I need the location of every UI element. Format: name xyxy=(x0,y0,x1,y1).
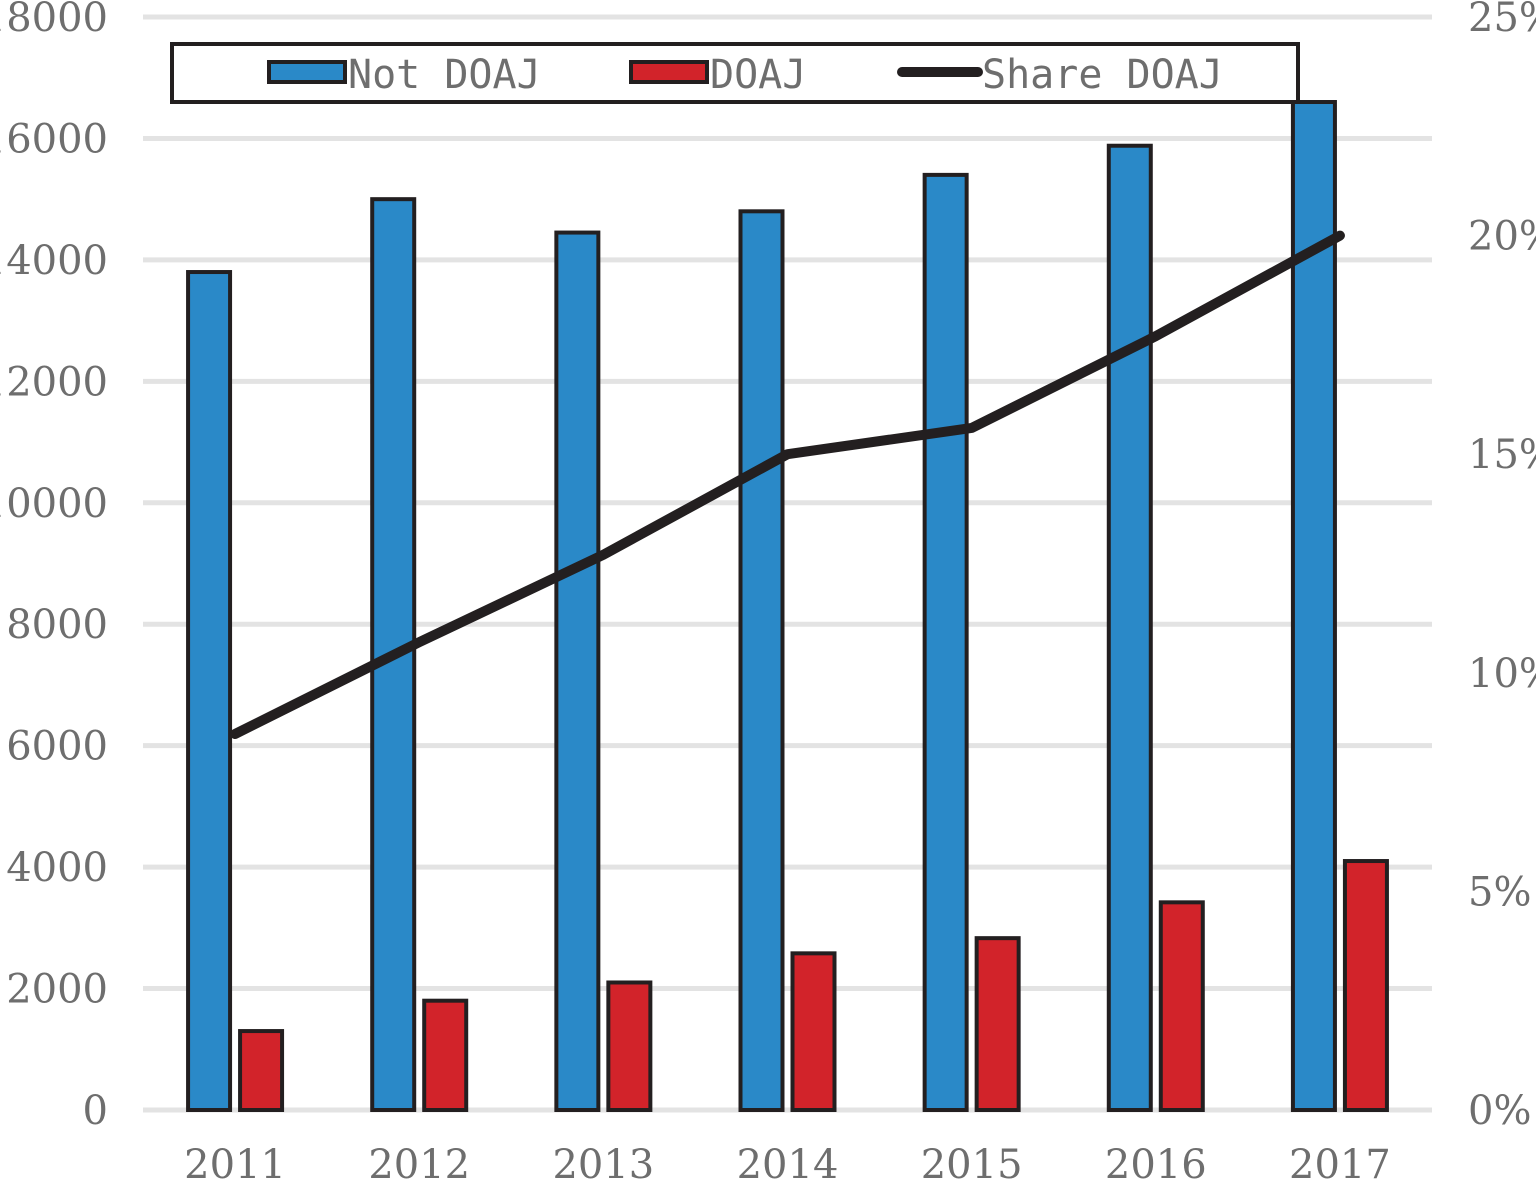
x-tick-label: 2015 xyxy=(921,1142,1023,1181)
legend-label-share-doaj: Share DOAJ xyxy=(982,52,1223,98)
left-tick-label: 8000 xyxy=(6,602,108,648)
right-axis-ticks: 0% 5% 10% 15% 20% 25% xyxy=(1468,0,1536,1134)
line-point xyxy=(1338,234,1341,237)
right-tick-label: 0% xyxy=(1468,1088,1531,1134)
gridlines xyxy=(143,14,1432,1113)
bar-doaj xyxy=(238,1029,285,1113)
x-tick-label: 2017 xyxy=(1289,1142,1391,1181)
line-point xyxy=(234,733,237,736)
line-point xyxy=(970,426,973,429)
left-tick-label: 14000 xyxy=(0,238,108,284)
left-tick-label: 12000 xyxy=(0,359,108,405)
line-point xyxy=(602,553,605,556)
legend-box xyxy=(170,42,1300,104)
legend-label-doaj: DOAJ xyxy=(710,52,806,98)
line-point xyxy=(418,641,421,644)
x-tick-label: 2016 xyxy=(1105,1142,1207,1181)
left-tick-label: 4000 xyxy=(6,845,108,891)
legend-swatch-not-doaj xyxy=(267,60,347,84)
left-axis-ticks: 0 2000 4000 6000 8000 10000 12000 14000 16000 180… xyxy=(0,0,108,1134)
left-tick-label: 6000 xyxy=(6,724,108,770)
bar-doaj xyxy=(1342,859,1389,1112)
line-point xyxy=(1154,335,1157,338)
bar-not-doaj xyxy=(1106,143,1153,1112)
bar-not-doaj xyxy=(922,172,969,1112)
x-tick-label: 2014 xyxy=(737,1142,839,1181)
bar-not-doaj xyxy=(738,209,785,1113)
right-tick-label: 20% xyxy=(1468,214,1536,260)
left-tick-label: 18000 xyxy=(0,0,108,41)
bar-doaj xyxy=(606,980,653,1113)
x-tick-label: 2012 xyxy=(368,1142,470,1181)
bars xyxy=(186,100,1389,1113)
left-tick-label: 16000 xyxy=(0,116,108,162)
left-tick-label: 10000 xyxy=(0,481,108,527)
right-tick-label: 25% xyxy=(1468,0,1536,41)
left-tick-label: 0 xyxy=(83,1088,108,1134)
right-tick-label: 15% xyxy=(1468,432,1536,478)
line-point xyxy=(786,453,789,456)
bar-doaj xyxy=(974,936,1021,1113)
bar-doaj xyxy=(422,998,469,1113)
legend-label-not-doaj: Not DOAJ xyxy=(348,52,541,98)
bar-not-doaj xyxy=(554,230,601,1112)
right-tick-label: 5% xyxy=(1468,869,1531,915)
x-tick-label: 2011 xyxy=(184,1142,286,1181)
x-tick-label: 2013 xyxy=(552,1142,654,1181)
share-line xyxy=(230,230,1345,740)
x-axis-ticks: 2011 2012 2013 2014 2015 2016 2017 xyxy=(184,1142,1391,1181)
legend-swatch-doaj xyxy=(629,60,709,84)
bar-doaj xyxy=(790,951,837,1112)
bar-doaj xyxy=(1158,900,1205,1113)
legend: Not DOAJ DOAJ Share DOAJ xyxy=(170,42,1300,104)
bar-not-doaj xyxy=(1290,100,1337,1112)
bar-not-doaj xyxy=(186,270,233,1112)
right-tick-label: 10% xyxy=(1468,651,1536,697)
left-tick-label: 2000 xyxy=(6,967,108,1013)
